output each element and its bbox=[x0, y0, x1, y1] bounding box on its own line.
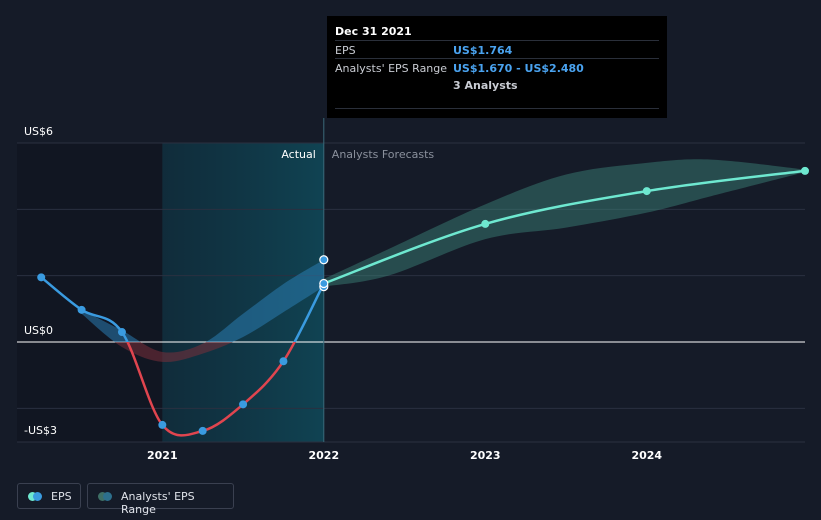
forecast-point bbox=[481, 219, 490, 228]
eps-point bbox=[37, 273, 46, 282]
eps-line-positive bbox=[40, 276, 325, 342]
range-high-point bbox=[319, 255, 329, 265]
tooltip-eps-value: US$1.764 bbox=[453, 44, 513, 57]
legend-range-swatch bbox=[98, 492, 107, 501]
tooltip-analysts: 3 Analysts bbox=[453, 79, 518, 92]
legend-range[interactable]: Analysts' EPS Range bbox=[87, 483, 234, 516]
tooltip: Dec 31 2021 EPS US$1.764 Analysts' EPS R… bbox=[327, 16, 667, 118]
x-tick-label: 2024 bbox=[631, 449, 662, 462]
tooltip-analysts-row: 3 Analysts bbox=[335, 76, 659, 94]
tooltip-eps-label: EPS bbox=[335, 44, 356, 57]
eps-point bbox=[158, 420, 167, 429]
legend-eps-swatch-2 bbox=[33, 492, 42, 501]
tooltip-eps-row: EPS US$1.764 bbox=[335, 40, 659, 59]
actual-label: Actual bbox=[281, 148, 315, 161]
tooltip-date: Dec 31 2021 bbox=[335, 25, 412, 38]
range-band-actual-positive bbox=[81, 259, 324, 342]
forecast-point bbox=[801, 166, 809, 175]
legend-range-swatch-2 bbox=[103, 492, 112, 501]
eps-chart: US$6 US$0 -US$3 2021 2022 2023 2024 Actual Analy… bbox=[17, 118, 809, 462]
eps-point bbox=[198, 426, 207, 435]
eps-point bbox=[239, 400, 248, 409]
y-label: US$6 bbox=[24, 125, 53, 138]
eps-point bbox=[77, 305, 86, 314]
eps-forecast-line bbox=[323, 169, 806, 285]
range-band-actual-negative bbox=[114, 342, 233, 363]
forecast-point bbox=[642, 187, 651, 196]
y-label: -US$3 bbox=[24, 424, 57, 437]
tooltip-range-row: Analysts' EPS Range US$1.670 - US$2.480 bbox=[335, 58, 659, 77]
x-tick-label: 2023 bbox=[470, 449, 501, 462]
range-band-forecast bbox=[323, 159, 805, 287]
x-tick-label: 2021 bbox=[147, 449, 178, 462]
eps-point bbox=[117, 328, 126, 337]
tooltip-divider bbox=[335, 108, 659, 109]
tooltip-range-label: Analysts' EPS Range bbox=[335, 62, 448, 75]
x-tick-label: 2022 bbox=[308, 449, 339, 462]
tooltip-range-value: US$1.670 - US$2.480 bbox=[453, 62, 584, 75]
forecast-label: Analysts Forecasts bbox=[332, 148, 435, 161]
past-region bbox=[17, 143, 163, 442]
eps-point bbox=[279, 357, 288, 366]
y-label: US$0 bbox=[24, 324, 53, 337]
legend-eps-swatch bbox=[28, 492, 37, 501]
eps-current-point bbox=[319, 278, 329, 289]
legend-range-label: Analysts' EPS Range bbox=[121, 490, 195, 516]
legend-eps-label: EPS bbox=[51, 490, 72, 503]
legend-eps[interactable]: EPS bbox=[17, 483, 81, 509]
